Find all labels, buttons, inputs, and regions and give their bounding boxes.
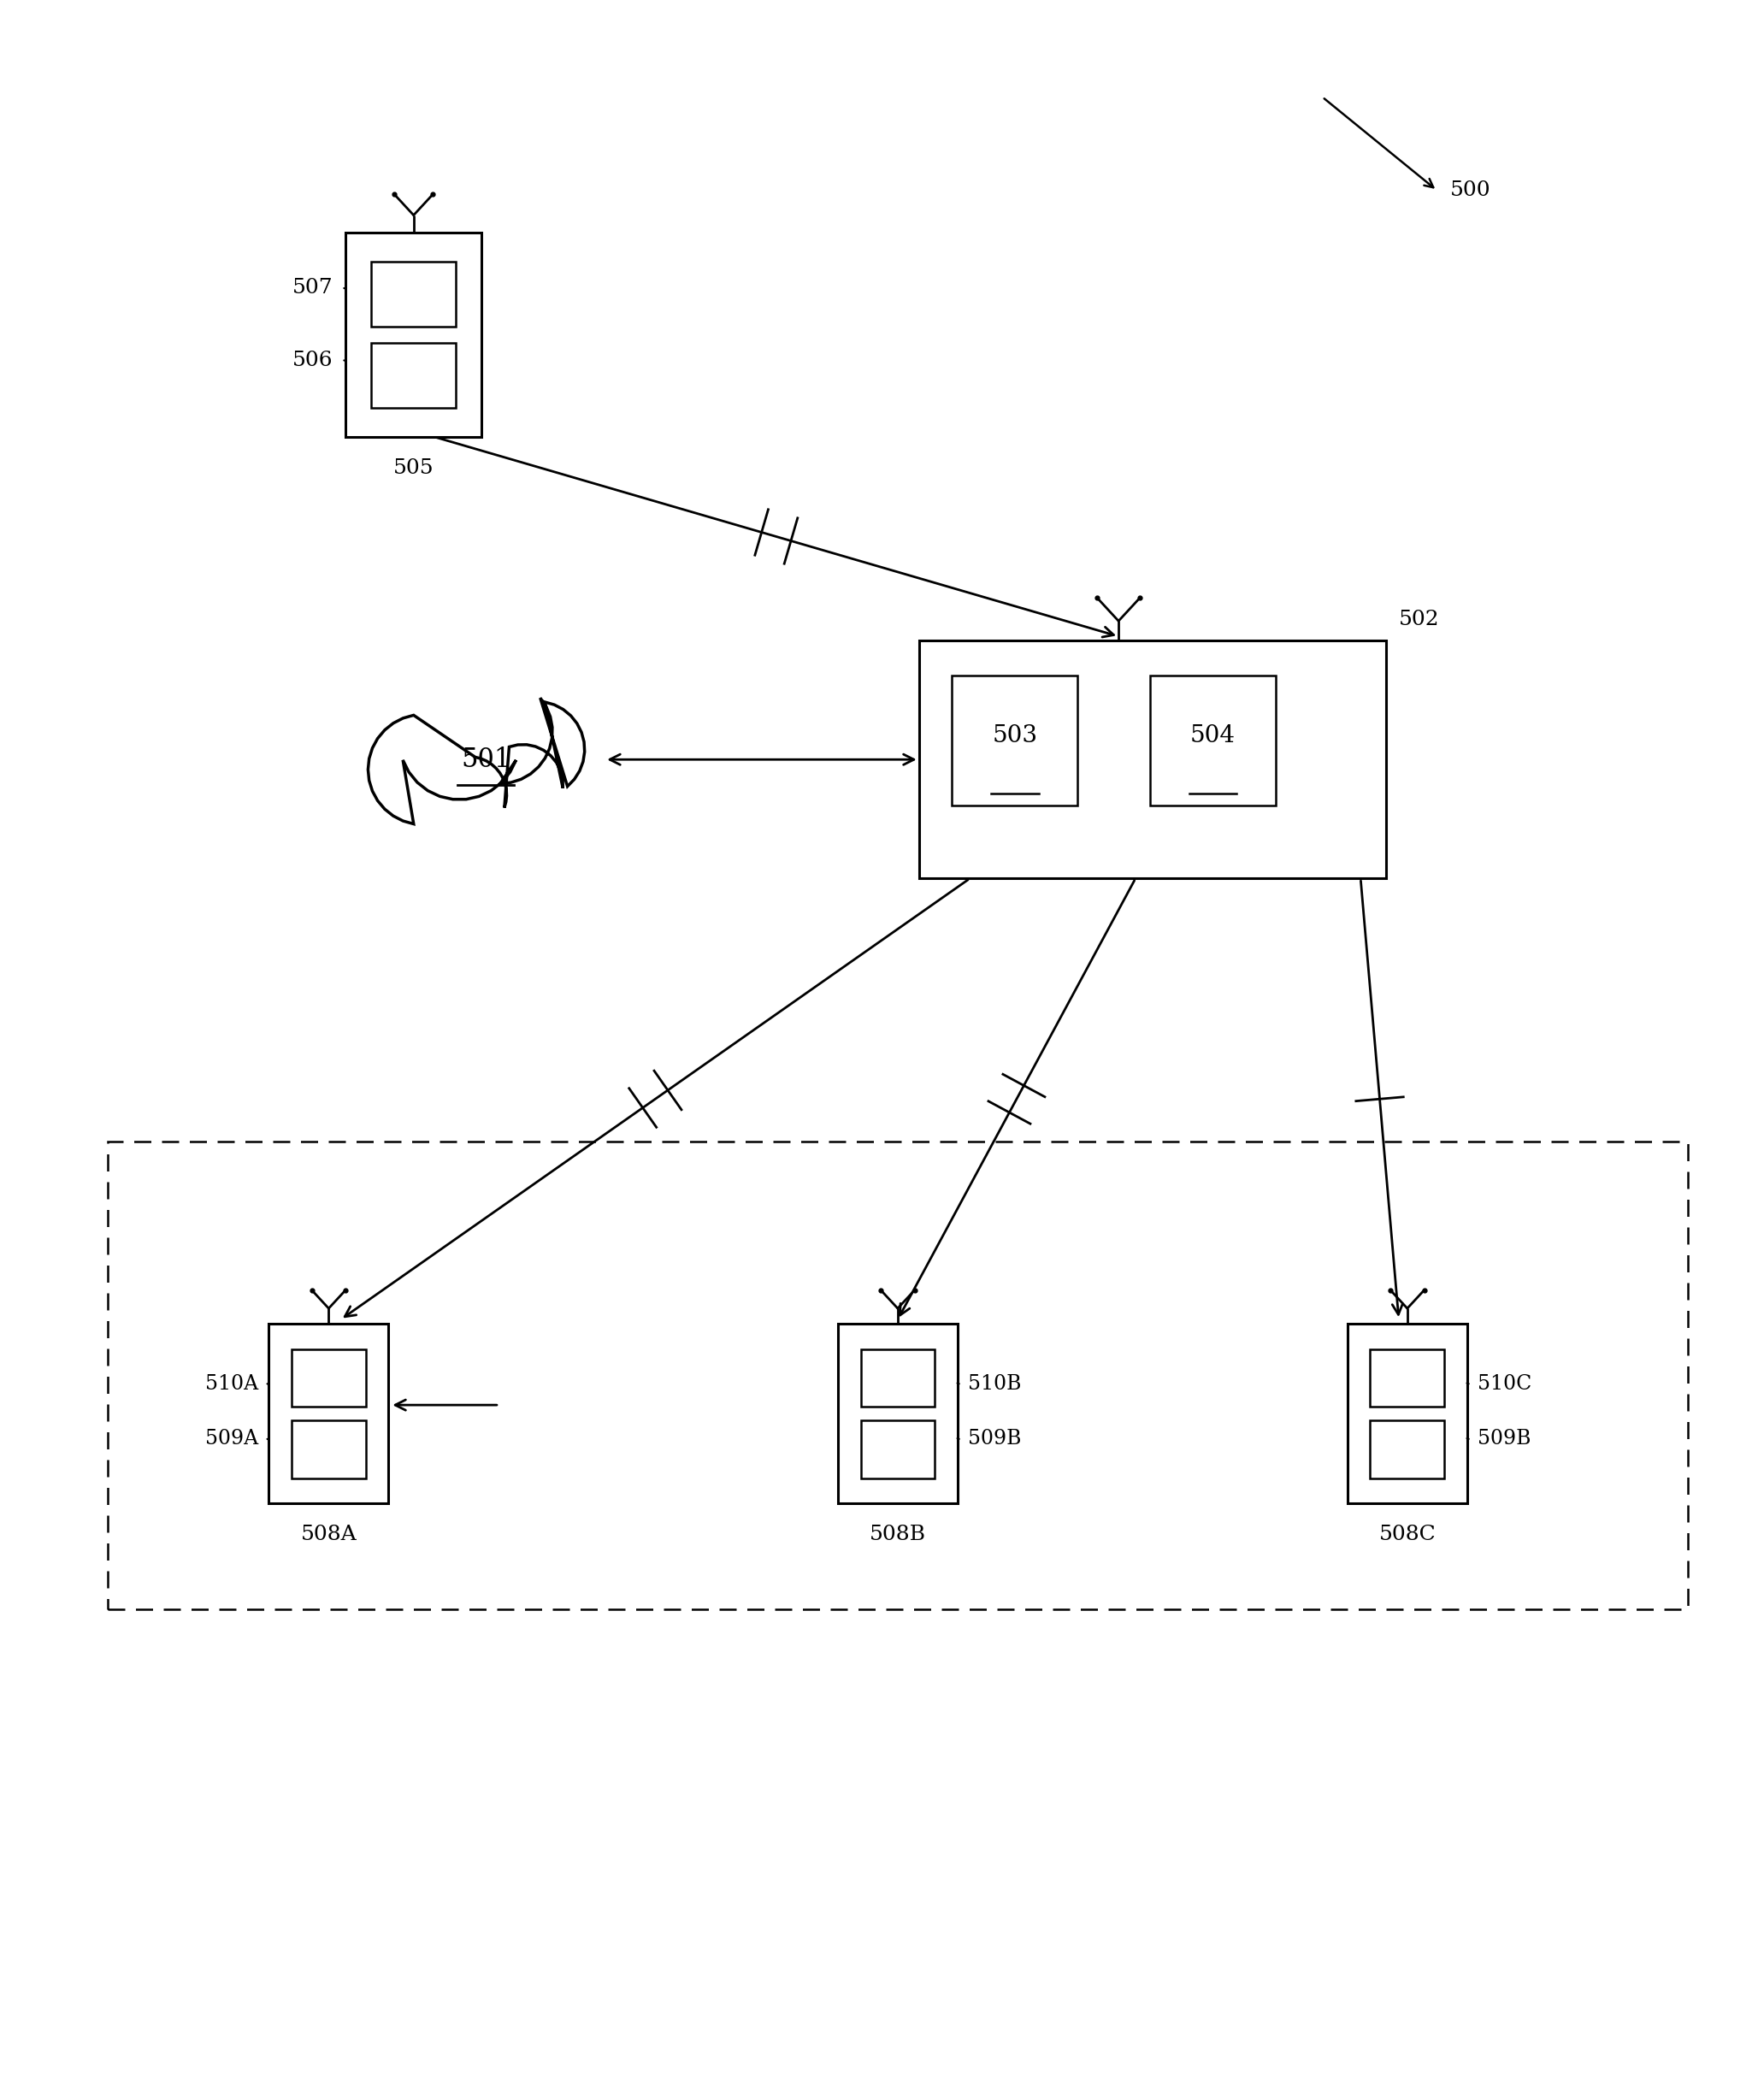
Bar [108,1141,1688,1608]
Circle shape [489,702,584,798]
Text: 503: 503 [991,725,1037,748]
Text: 506: 506 [293,350,333,371]
Bar [372,344,455,408]
Polygon shape [369,698,584,825]
Bar [1348,1325,1468,1504]
Bar [372,262,455,327]
Text: 508C: 508C [1379,1525,1436,1544]
Bar [919,642,1387,879]
Circle shape [430,756,506,833]
Bar [1371,1350,1445,1406]
Bar [1150,675,1275,806]
Text: 510A: 510A [206,1375,259,1394]
Bar [291,1350,365,1406]
Circle shape [399,679,520,800]
Text: 507: 507 [293,279,333,298]
Text: 510B: 510B [968,1375,1021,1394]
Text: 500: 500 [1450,181,1491,200]
Text: 505: 505 [393,458,434,477]
Text: 508B: 508B [870,1525,926,1544]
Text: 508A: 508A [300,1525,356,1544]
Text: 504: 504 [1191,725,1235,748]
Bar [1371,1421,1445,1479]
Circle shape [369,714,478,825]
Bar [951,675,1078,806]
Text: 501: 501 [460,746,512,773]
Text: 509B: 509B [1476,1429,1531,1450]
Bar [268,1325,388,1504]
Text: 502: 502 [1399,610,1439,629]
Text: 510C: 510C [1476,1375,1531,1394]
Bar [346,233,482,437]
Bar [291,1421,365,1479]
Text: 509A: 509A [206,1429,259,1450]
Circle shape [483,744,563,825]
Text: 509B: 509B [968,1429,1021,1450]
Bar [861,1421,935,1479]
Bar [838,1325,958,1504]
Circle shape [448,679,552,783]
Bar [861,1350,935,1406]
